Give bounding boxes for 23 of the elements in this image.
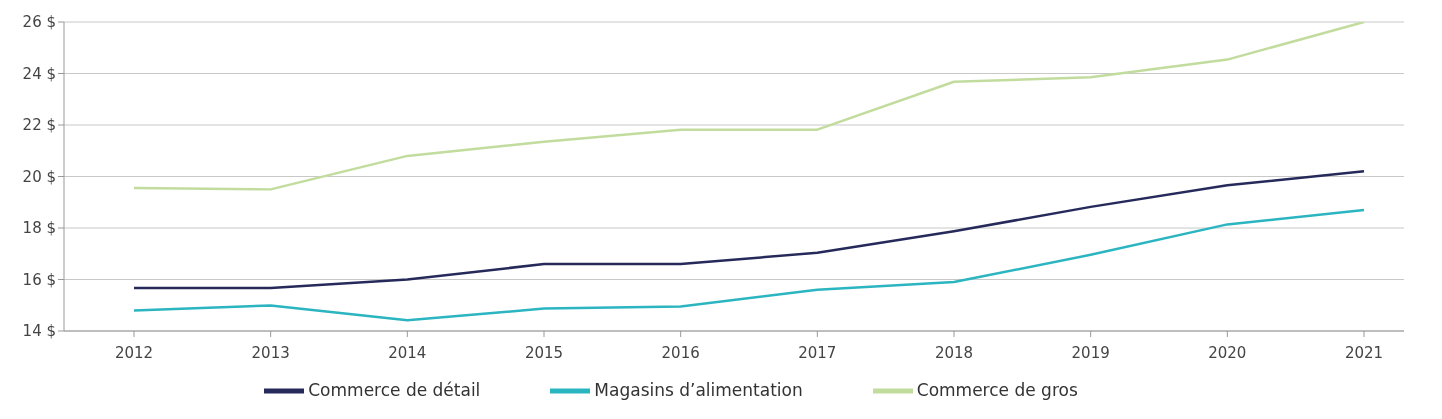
- y-tick-label: 18 $: [22, 219, 56, 238]
- y-tick-label: 20 $: [22, 167, 56, 186]
- line-series: [132, 208, 1366, 322]
- y-tick-label: 16 $: [22, 270, 56, 289]
- y-tick-label: 24 $: [22, 64, 56, 83]
- line-series: [132, 22, 1366, 191]
- x-tick-label: 2016: [661, 343, 700, 362]
- legend-label: Commerce de gros: [916, 380, 1078, 400]
- x-tick-label: 2020: [1208, 343, 1247, 362]
- legend-label: Magasins d’alimentation: [594, 380, 803, 400]
- x-tick-label: 2015: [524, 343, 564, 362]
- x-tick-label: 2014: [388, 343, 427, 362]
- x-tick-label: 2017: [798, 343, 837, 362]
- y-tick-label: 14 $: [22, 322, 56, 341]
- x-tick-label: 2013: [251, 343, 290, 362]
- legend-label: Commerce de détail: [308, 380, 481, 400]
- x-tick-label: 2021: [1344, 343, 1384, 362]
- x-tick-label: 2019: [1071, 343, 1110, 362]
- y-tick-label: 22 $: [22, 116, 56, 135]
- x-tick-label: 2018: [934, 343, 974, 362]
- y-tick-label: 26 $: [22, 13, 56, 32]
- x-tick-label: 2012: [114, 343, 154, 362]
- line-series: [132, 170, 1366, 290]
